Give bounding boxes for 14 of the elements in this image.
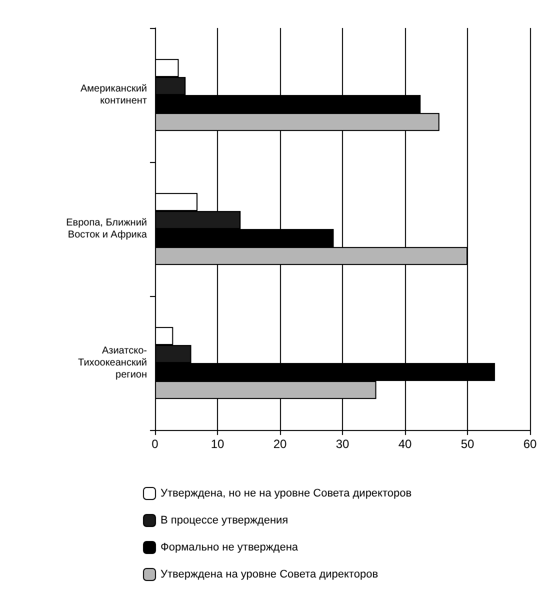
x-tick-label: 20 [273, 437, 287, 451]
legend-label: В процессе утверждения [160, 514, 288, 526]
y-tick-label: Европа, Ближний Восток и Африка [66, 218, 148, 240]
legend-label: Утверждена на уровне Совета директоров [160, 568, 378, 580]
y-tick-label: Азиатско- Тихоокеанский регион [78, 346, 147, 380]
x-tick-label: 50 [460, 437, 474, 451]
y-tick-label: Американский континент [80, 84, 148, 106]
x-tick-label: 40 [398, 437, 412, 451]
legend-label: Формально не утверждена [160, 542, 299, 554]
x-tick-label: 0 [152, 437, 159, 451]
x-tick-label: 30 [336, 437, 350, 451]
legend-label: Утверждена, но не на уровне Совета директоров [160, 488, 412, 500]
x-tick-label: 60 [523, 437, 537, 451]
x-tick-label: 10 [210, 437, 224, 451]
